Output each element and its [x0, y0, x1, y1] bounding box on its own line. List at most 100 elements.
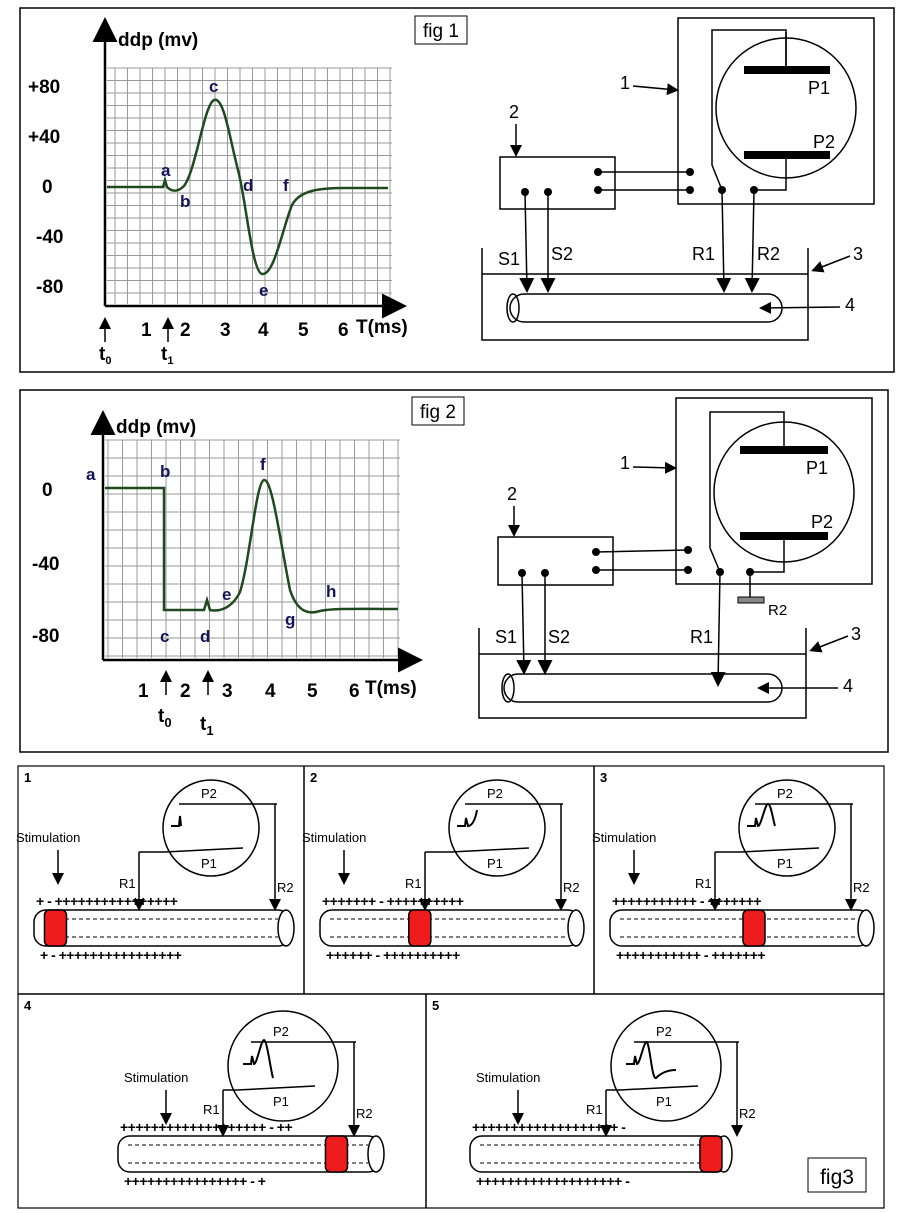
fig3-stage-2: 2 P2 P1 +++++++ - ++++++++++ ++++++ - ++++++… — [302, 770, 585, 963]
fig2-point-g: g — [285, 610, 295, 629]
fig1-ytick-m40: -40 — [36, 227, 63, 248]
fig3-plate-p1 — [236, 1085, 316, 1091]
fig1-point-f: f — [283, 176, 289, 195]
fig3-panel: 1 P2 P1 + - ++++++++++++++++ + - +++++++++++… — [16, 765, 885, 1209]
fig1-ytick-0: 0 — [42, 177, 53, 198]
fig3-axon — [469, 1135, 729, 1173]
fig3-charge-top: +++++++++++ - +++++++ — [612, 893, 761, 909]
fig2-plate-p2-wire — [750, 536, 785, 573]
fig2-frame — [19, 389, 889, 753]
fig3-stage-number: 1 — [24, 770, 31, 785]
fig1-point-e: e — [259, 281, 268, 300]
fig3-label-r1: R1 — [203, 1102, 220, 1117]
fig2-plate-p2-label: P2 — [811, 512, 833, 532]
fig1-apparatus: P1 P2 1 2 3 4 — [481, 17, 875, 341]
fig2-tag: fig 2 — [420, 402, 456, 423]
fig3-axon-end — [857, 909, 875, 947]
fig2-p1-lead — [709, 411, 785, 573]
fig1-y-title: ddp (mv) — [118, 30, 198, 51]
fig1-xtick-2: 2 — [180, 320, 191, 341]
fig3-axon-end — [367, 1135, 385, 1173]
fig1-grid — [107, 67, 392, 304]
fig3-plate-p1 — [164, 847, 244, 853]
fig3-stage-5: 5 P2 P1 +++++++++++++++++++ - ++++++++++++++… — [432, 998, 756, 1189]
fig3-screen-trace — [243, 1038, 274, 1079]
fig2-ytick-0: 0 — [42, 480, 53, 501]
fig2-ground-icon — [737, 596, 765, 604]
fig3-plate-p1-label: P1 — [201, 856, 217, 871]
fig3-frame — [17, 765, 885, 1209]
fig2-xtick-1: 1 — [138, 681, 149, 702]
fig3-label-r1: R1 — [586, 1102, 603, 1117]
fig2-callout-3: 3 — [851, 624, 861, 644]
fig3-charge-top: + - ++++++++++++++++ — [36, 893, 178, 909]
fig3-charge-bottom: + - ++++++++++++++++ — [40, 947, 182, 963]
fig3-screen-trace — [171, 815, 182, 827]
fig2-nerve — [503, 673, 783, 703]
fig3-charge-top: +++++++++++++++++++ - ++ — [120, 1119, 292, 1135]
fig2-callout-4: 4 — [843, 676, 853, 696]
fig2-x-unit: T(ms) — [365, 678, 417, 699]
fig1-ytick-40: +40 — [28, 127, 60, 148]
fig1-point-d: d — [243, 176, 253, 195]
fig2-callout-2: 2 — [507, 484, 517, 504]
fig3-tag-box — [807, 1157, 867, 1193]
fig3-label-r1: R1 — [119, 876, 136, 891]
fig1-callout-1: 1 — [620, 73, 630, 93]
fig1-point-c: c — [209, 77, 218, 96]
fig1-panel: fig 1 ddp (mv) +80 +40 0 -40 -80 1 2 3 4… — [19, 7, 895, 373]
fig3-stage-4: 4 P2 P1 +++++++++++++++++++ - ++ +++++++++++… — [24, 998, 385, 1189]
fig2-label-s1: S1 — [495, 627, 517, 647]
fig2-graph: ddp (mv) 0 -40 -80 1 2 3 4 5 6 T(ms) t0 … — [32, 410, 423, 738]
fig1-xtick-3: 3 — [220, 320, 231, 341]
fig2-y-title: ddp (mv) — [116, 417, 196, 438]
fig2-plate-p1-label: P1 — [806, 458, 828, 478]
fig3-plate-p2-label: P2 — [777, 786, 793, 801]
fig2-label-r2: R2 — [768, 602, 787, 619]
fig3-label-r2: R2 — [563, 880, 580, 895]
fig3-plate-p2-label: P2 — [201, 786, 217, 801]
fig3-plate-p2-label: P2 — [656, 1024, 672, 1039]
fig2-label-r1: R1 — [690, 627, 713, 647]
fig2-xtick-2: 2 — [180, 681, 191, 702]
fig2-panel: fig 2 ddp (mv) 0 -40 -80 1 2 3 4 5 6 T(m… — [19, 389, 889, 753]
fig3-label-r2: R2 — [853, 880, 870, 895]
fig2-link-top — [595, 549, 689, 553]
fig2-xtick-5: 5 — [307, 681, 318, 702]
fig3-plate-p1-label: P1 — [656, 1094, 672, 1109]
fig3-label-r1: R1 — [695, 876, 712, 891]
fig3-label-r2: R2 — [277, 880, 294, 895]
fig1-xtick-6: 6 — [338, 320, 349, 341]
fig2-xtick-6: 6 — [349, 681, 360, 702]
fig2-ytick-m40: -40 — [32, 554, 59, 575]
fig2-label-s2: S2 — [548, 627, 570, 647]
fig3-plate-p1-label: P1 — [777, 856, 793, 871]
fig3-plate-p2-label: P2 — [273, 1024, 289, 1039]
fig3-stimulation-label: Stimulation — [124, 1070, 188, 1085]
fig1-nerve-end — [506, 293, 520, 323]
fig3-screen — [610, 1010, 722, 1122]
fig2-point-e: e — [222, 585, 231, 604]
fig2-point-d: d — [200, 627, 210, 646]
fig2-xtick-4: 4 — [265, 681, 276, 702]
fig1-stimulator — [499, 156, 616, 210]
fig3-plate-p2-label: P2 — [487, 786, 503, 801]
fig3-screen-trace — [626, 1040, 677, 1080]
fig3-depolarized-zone — [43, 909, 68, 947]
fig3-plate-p1-label: P1 — [487, 856, 503, 871]
fig1-callout-3-arrow — [811, 255, 851, 273]
fig3-depolarized-zone — [324, 1135, 349, 1173]
fig1-plate-p1-label: P1 — [808, 78, 830, 98]
fig3-depolarized-zone — [699, 1135, 723, 1173]
fig3-stage-number: 2 — [310, 770, 317, 785]
fig3-stimulation-label: Stimulation — [476, 1070, 540, 1085]
fig3-stage-1: 1 P2 P1 + - ++++++++++++++++ + - +++++++++++… — [16, 770, 295, 963]
fig1-x-unit: T(ms) — [356, 317, 408, 338]
fig1-xtick-4: 4 — [258, 320, 269, 341]
fig1-label-s1: S1 — [498, 249, 520, 269]
fig3-charge-top: +++++++ - ++++++++++ — [322, 893, 464, 909]
fig1-callout-3: 3 — [853, 244, 863, 264]
fig1-ytick-m80: -80 — [36, 277, 63, 298]
fig1-callout-4-arrow — [759, 301, 841, 314]
fig1-xtick-1: 1 — [141, 320, 152, 341]
